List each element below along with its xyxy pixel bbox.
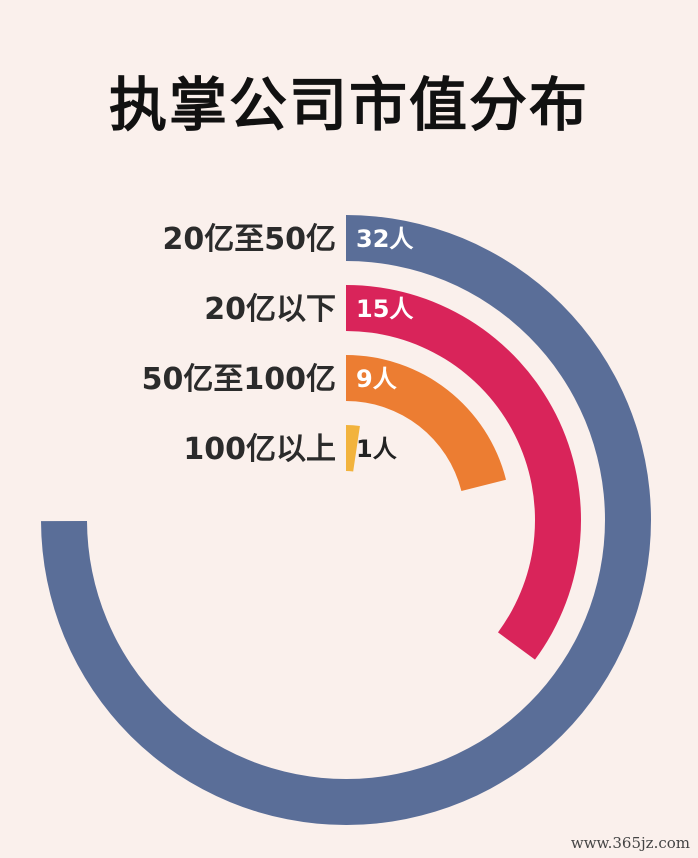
bar-arc-2 <box>346 285 581 660</box>
value-label-2: 15人 <box>356 295 413 323</box>
watermark-text: www.365jz.com <box>570 834 690 852</box>
value-label-3: 9人 <box>356 365 397 393</box>
bar-arc-4 <box>346 425 360 472</box>
category-label-2: 20亿以下 <box>204 292 336 327</box>
value-label-1: 32人 <box>356 225 413 253</box>
category-label-4: 100亿以上 <box>183 432 336 467</box>
value-label-4: 1人 <box>356 435 397 463</box>
bar-arc-3 <box>346 355 507 491</box>
category-label-1: 20亿至50亿 <box>163 222 337 257</box>
chart-title: 执掌公司市值分布 <box>108 71 589 139</box>
category-label-3: 50亿至100亿 <box>142 362 336 397</box>
